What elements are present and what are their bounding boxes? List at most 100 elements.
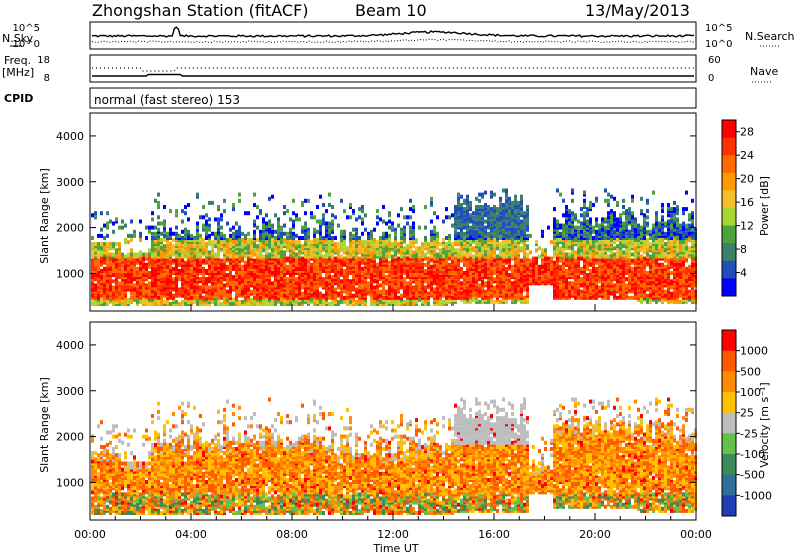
power-cell	[523, 299, 526, 304]
power-cell	[166, 244, 169, 249]
power-cell	[91, 302, 94, 306]
power-cell	[562, 198, 565, 203]
power-cell	[343, 244, 346, 249]
power-cell	[352, 277, 355, 282]
power-cell	[274, 273, 277, 278]
power-cell	[157, 273, 160, 278]
power-cell	[97, 302, 100, 306]
power-cell	[148, 262, 151, 267]
power-cell	[574, 295, 577, 300]
power-cell	[241, 273, 244, 278]
power-cell	[340, 283, 343, 288]
power-cell	[289, 250, 292, 255]
power-cell	[211, 289, 214, 294]
power-cell	[232, 283, 235, 288]
power-cell	[352, 209, 355, 214]
power-cell	[340, 293, 343, 298]
power-cell	[175, 299, 178, 304]
power-cell	[178, 248, 181, 253]
power-cell	[403, 252, 406, 257]
power-cell	[526, 205, 529, 209]
power-cell	[202, 238, 205, 242]
power-cell	[463, 279, 466, 284]
power-cell	[451, 244, 454, 249]
power-cell	[139, 266, 142, 271]
power-cell	[427, 256, 430, 261]
power-cell	[403, 302, 406, 306]
power-cell	[172, 250, 175, 255]
nsky-tick-low: 10^0	[13, 39, 40, 50]
power-cell	[121, 283, 124, 288]
power-cell	[166, 233, 169, 238]
power-cell	[505, 190, 508, 195]
power-cell	[271, 242, 274, 247]
power-cell	[112, 252, 115, 257]
power-cell	[568, 244, 571, 249]
power-cell	[451, 213, 454, 218]
power-cell	[514, 246, 517, 251]
power-cell	[469, 233, 472, 238]
power-cell	[397, 302, 400, 306]
power-cell	[574, 240, 577, 245]
power-cell	[400, 246, 403, 251]
power-cell	[235, 236, 238, 240]
power-cell	[205, 277, 208, 282]
power-cell	[553, 217, 556, 222]
power-cell	[571, 219, 574, 224]
power-cell	[277, 223, 280, 228]
power-cell	[415, 281, 418, 286]
power-cell	[169, 227, 172, 232]
power-cell	[196, 269, 199, 273]
power-cell	[277, 289, 280, 294]
power-cell	[412, 279, 415, 284]
power-cell	[376, 295, 379, 300]
power-cell	[508, 246, 511, 251]
power-cell	[526, 283, 529, 288]
power-cell	[259, 256, 262, 261]
power-cell	[421, 250, 424, 255]
power-cell	[157, 221, 160, 226]
power-cell	[268, 252, 271, 257]
power-cell	[103, 223, 106, 228]
power-cell	[175, 293, 178, 298]
power-cell	[97, 244, 100, 249]
power-cell	[184, 205, 187, 209]
power-cell	[376, 289, 379, 294]
power-cell	[235, 266, 238, 271]
power-cell	[487, 240, 490, 245]
power-cell	[358, 256, 361, 261]
power-cell	[295, 213, 298, 218]
power-cell	[478, 246, 481, 251]
power-cell	[364, 252, 367, 257]
power-cell	[550, 260, 553, 265]
power-cell	[247, 279, 250, 284]
power-cell	[274, 302, 277, 306]
power-cell	[490, 266, 493, 271]
power-cell	[391, 271, 394, 275]
power-cell	[499, 277, 502, 282]
power-cell	[283, 205, 286, 209]
power-cell	[442, 289, 445, 294]
power-cell	[430, 238, 433, 242]
power-cell	[391, 289, 394, 294]
power-cell	[298, 236, 301, 240]
power-cell	[169, 246, 172, 251]
power-cell	[202, 205, 205, 209]
power-cell	[457, 295, 460, 300]
power-cell	[295, 244, 298, 249]
power-cell	[130, 299, 133, 304]
power-cell	[238, 277, 241, 282]
power-cell	[382, 252, 385, 257]
power-cell	[259, 277, 262, 282]
power-cell	[214, 266, 217, 271]
power-cell	[343, 289, 346, 294]
power-cell	[373, 293, 376, 298]
power-cell	[517, 227, 520, 232]
power-cell	[490, 256, 493, 261]
power-cell	[313, 266, 316, 271]
power-cell	[157, 215, 160, 220]
power-cell	[166, 266, 169, 271]
power-cell	[157, 233, 160, 238]
power-cell	[304, 269, 307, 273]
power-cell	[460, 211, 463, 216]
